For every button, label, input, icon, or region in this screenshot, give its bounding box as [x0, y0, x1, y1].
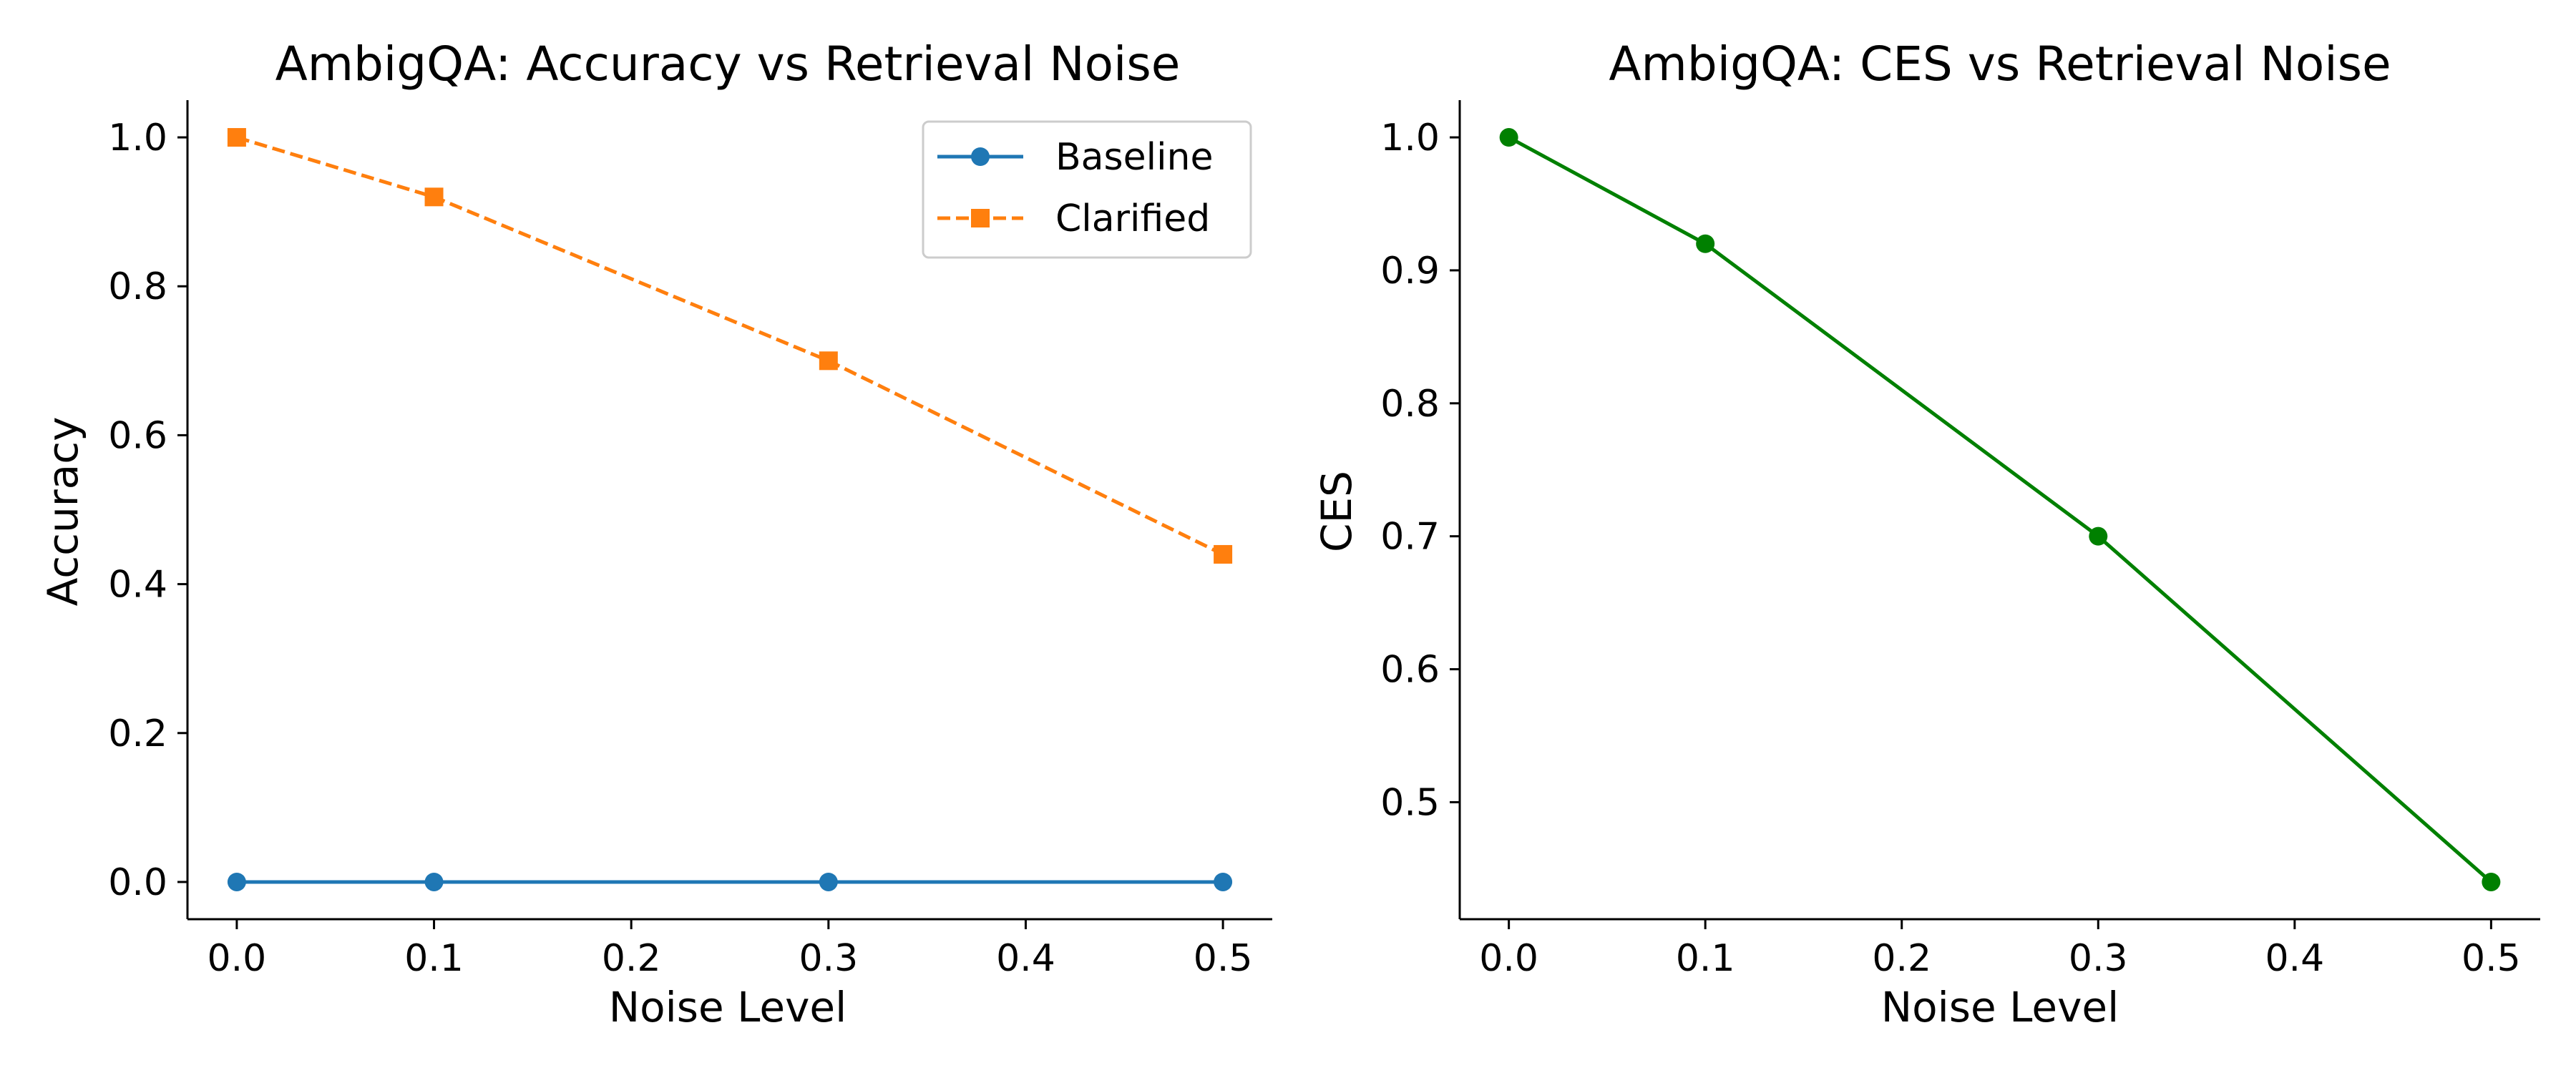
legend-label-clarified: Clarified: [1055, 197, 1210, 240]
data-point: [2482, 872, 2501, 891]
x-tick-label: 0.2: [1872, 937, 1931, 980]
chart-title: AmbigQA: CES vs Retrieval Noise: [1609, 36, 2391, 92]
data-point: [1214, 544, 1233, 564]
x-tick-label: 0.5: [2462, 937, 2521, 980]
data-point: [227, 128, 246, 147]
plot-area: [227, 128, 1233, 891]
data-point: [819, 351, 838, 371]
chart-title: AmbigQA: Accuracy vs Retrieval Noise: [275, 36, 1181, 92]
x-tick-label: 0.2: [602, 937, 661, 980]
data-point: [2089, 526, 2108, 546]
x-tick-label: 0.0: [1479, 937, 1538, 980]
axes: [1458, 100, 2540, 921]
x-tick-label: 0.0: [208, 937, 267, 980]
y-tick-label: 0.9: [1380, 250, 1440, 293]
data-point: [424, 187, 444, 207]
legend: Baseline Clarified: [922, 120, 1252, 259]
axes: [186, 100, 1272, 921]
x-tick-label: 0.4: [2265, 937, 2324, 980]
x-tick-label: 0.3: [799, 937, 858, 980]
y-tick-label: 0.8: [1380, 383, 1440, 426]
x-tick-label: 0.3: [2069, 937, 2128, 980]
data-point: [227, 872, 246, 891]
y-tick-label: 0.6: [108, 414, 167, 457]
x-tick-label: 0.1: [1676, 937, 1735, 980]
accuracy-chart: AmbigQA: Accuracy vs Retrieval Noise Noi…: [39, 36, 1272, 1032]
legend-marker-clarified: [971, 209, 990, 227]
data-point: [424, 872, 444, 891]
ces-chart: AmbigQA: CES vs Retrieval Noise Noise Le…: [1312, 36, 2540, 1032]
y-tick-label: 0.8: [108, 265, 167, 308]
series-line: [1508, 135, 2493, 883]
x-tick-label: 0.1: [404, 937, 464, 980]
data-point: [1214, 872, 1233, 891]
y-axis-label: Accuracy: [39, 417, 87, 607]
plot-area: [1499, 128, 2501, 891]
y-tick-label: 0.6: [1380, 649, 1440, 692]
ticks: 0.0 0.1 0.2 0.3 0.4 0.5 0.5 0.6 0.7 0.8 0.9 1.0: [1380, 117, 2520, 980]
data-point: [819, 872, 838, 891]
legend-marker-baseline: [971, 147, 990, 166]
ticks: 0.0 0.1 0.2 0.3 0.4 0.5 0.0 0.2 0.4 0.6 0.8 1.0: [108, 117, 1252, 980]
x-tick-label: 0.5: [1194, 937, 1253, 980]
x-axis-label: Noise Level: [609, 983, 847, 1032]
legend-label-baseline: Baseline: [1055, 136, 1213, 179]
y-tick-label: 0.4: [108, 564, 167, 607]
y-tick-label: 0.5: [1380, 781, 1440, 824]
y-tick-label: 0.7: [1380, 516, 1440, 559]
series-line-clarified: [236, 135, 1224, 557]
data-point: [1499, 128, 1518, 147]
x-tick-label: 0.4: [996, 937, 1055, 980]
data-point: [1696, 234, 1715, 253]
y-tick-label: 0.2: [108, 712, 167, 755]
y-tick-label: 0.0: [108, 861, 167, 904]
y-axis-label: CES: [1312, 471, 1361, 552]
y-tick-label: 1.0: [108, 117, 167, 160]
y-tick-label: 1.0: [1380, 117, 1440, 160]
x-axis-label: Noise Level: [1881, 983, 2119, 1032]
